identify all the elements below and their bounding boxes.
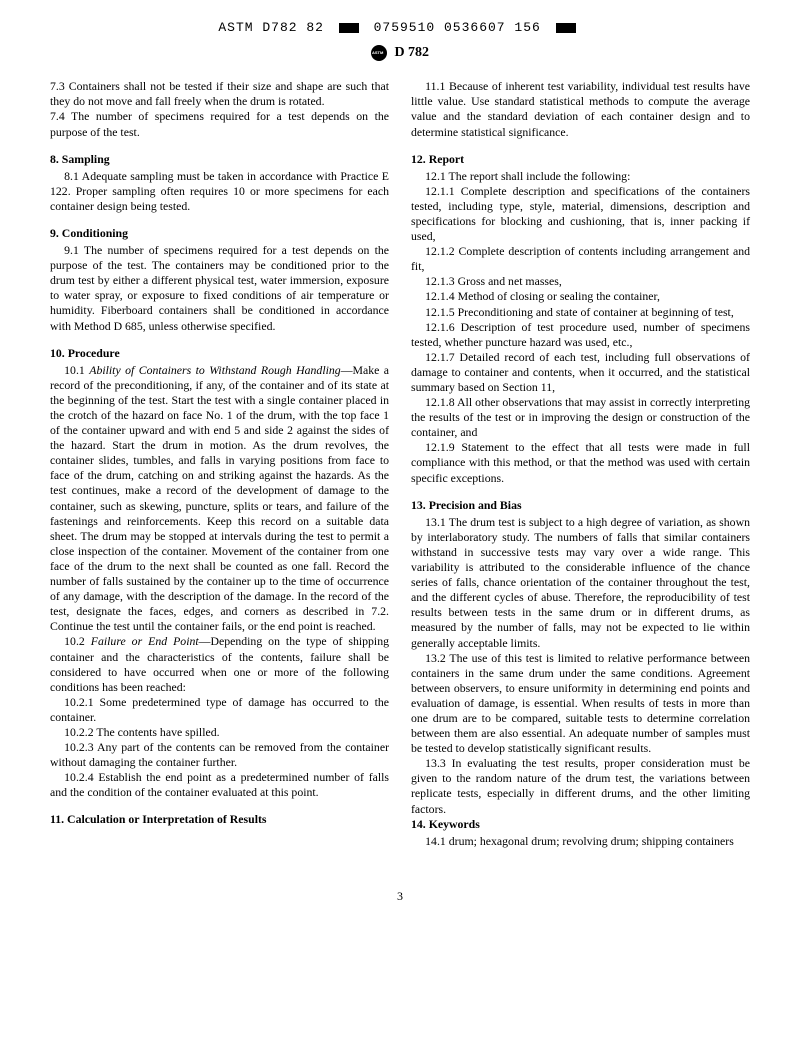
para-10-1: 10.1 Ability of Containers to Withstand … (50, 363, 389, 635)
para-11-1: 11.1 Because of inherent test variabilit… (411, 79, 750, 139)
body-columns: 7.3 Containers shall not be tested if th… (50, 79, 750, 849)
lead-10-1: 10.1 (64, 363, 89, 377)
para-12-1-3: 12.1.3 Gross and net masses, (411, 274, 750, 289)
section-13-title: 13. Precision and Bias (411, 498, 750, 513)
section-12-title: 12. Report (411, 152, 750, 167)
standard-number: D 782 (394, 45, 429, 60)
para-12-1-2: 12.1.2 Complete description of contents … (411, 244, 750, 274)
para-12-1-9: 12.1.9 Statement to the effect that all … (411, 440, 750, 485)
para-10-2-1: 10.2.1 Some predetermined type of damage… (50, 695, 389, 725)
para-9-1: 9.1 The number of specimens required for… (50, 243, 389, 334)
para-10-2-3: 10.2.3 Any part of the contents can be r… (50, 740, 389, 770)
para-10-2: 10.2 Failure or End Point—Depending on t… (50, 634, 389, 694)
astm-logo-icon (371, 45, 387, 61)
section-8-title: 8. Sampling (50, 152, 389, 167)
block-icon (339, 23, 359, 33)
para-12-1-8: 12.1.8 All other observations that may a… (411, 395, 750, 440)
ital-10-2: Failure or End Point (91, 634, 199, 648)
code-left: ASTM D782 82 (218, 20, 324, 35)
section-9-title: 9. Conditioning (50, 226, 389, 241)
para-7-3: 7.3 Containers shall not be tested if th… (50, 79, 389, 109)
para-13-3: 13.3 In evaluating the test results, pro… (411, 756, 750, 816)
para-7-4: 7.4 The number of specimens required for… (50, 109, 389, 139)
para-14-1: 14.1 drum; hexagonal drum; revolving dru… (411, 834, 750, 849)
para-8-1: 8.1 Adequate sampling must be taken in a… (50, 169, 389, 214)
section-14-title: 14. Keywords (411, 817, 750, 832)
para-10-2-2: 10.2.2 The contents have spilled. (50, 725, 389, 740)
para-13-2: 13.2 The use of this test is limited to … (411, 651, 750, 757)
standard-header: D 782 (50, 45, 750, 61)
section-10-title: 10. Procedure (50, 346, 389, 361)
block-icon (556, 23, 576, 33)
para-12-1-4: 12.1.4 Method of closing or sealing the … (411, 289, 750, 304)
page-number: 3 (50, 889, 750, 904)
para-10-2-4: 10.2.4 Establish the end point as a pred… (50, 770, 389, 800)
top-code-line: ASTM D782 82 0759510 0536607 156 (50, 20, 750, 35)
para-12-1-7: 12.1.7 Detailed record of each test, inc… (411, 350, 750, 395)
body-10-1: —Make a record of the preconditioning, i… (50, 363, 389, 634)
page: ASTM D782 82 0759510 0536607 156 D 782 7… (0, 0, 800, 944)
para-12-1: 12.1 The report shall include the follow… (411, 169, 750, 184)
para-12-1-1: 12.1.1 Complete description and specific… (411, 184, 750, 244)
code-right: 0759510 0536607 156 (374, 20, 541, 35)
section-11-title: 11. Calculation or Interpretation of Res… (50, 812, 389, 827)
para-13-1: 13.1 The drum test is subject to a high … (411, 515, 750, 651)
para-12-1-5: 12.1.5 Preconditioning and state of cont… (411, 305, 750, 320)
para-12-1-6: 12.1.6 Description of test procedure use… (411, 320, 750, 350)
lead-10-2: 10.2 (64, 634, 91, 648)
ital-10-1: Ability of Containers to Withstand Rough… (89, 363, 340, 377)
